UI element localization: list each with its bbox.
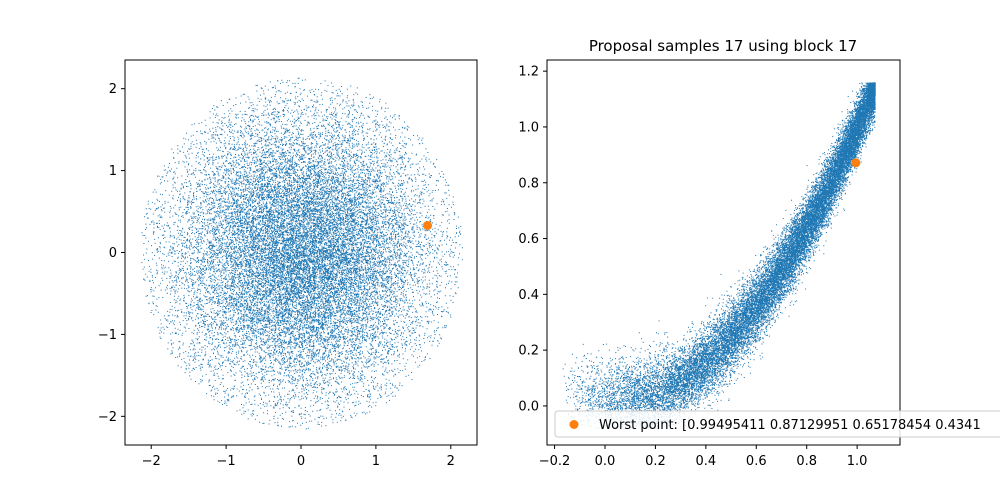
left-x-tick-label: −1 — [217, 454, 236, 469]
right-y-tick-label: 0.6 — [518, 232, 539, 247]
right-plot-legend: Worst point: [0.99495411 0.87129951 0.65… — [554, 410, 1000, 438]
legend-marker — [569, 420, 579, 429]
right-y-tick-label: 0.4 — [518, 288, 539, 303]
left-x-tick-label: 1 — [372, 454, 380, 469]
right-plot-title: Proposal samples 17 using block 17 — [589, 37, 857, 55]
left-y-tick-label: 2 — [109, 82, 117, 97]
right-x-tick-label: 0.2 — [645, 454, 666, 469]
left-x-tick-label: 0 — [297, 454, 305, 469]
left-x-tick-label: −2 — [142, 454, 161, 469]
left-highlight-point — [423, 220, 433, 230]
legend-box — [554, 410, 1000, 438]
right-y-tick-label: 0.0 — [518, 399, 539, 414]
left-sample-points — [141, 77, 463, 430]
right-x-axis-ticks: −0.2 0.0 0.2 0.4 0.6 0.8 1.0 — [539, 445, 868, 469]
left-y-tick-label: 1 — [109, 164, 117, 179]
right-plot: Proposal samples 17 using block 17 −0.2 0… — [518, 37, 1000, 469]
right-x-tick-label: 0.8 — [796, 454, 817, 469]
right-y-axis-ticks: 0.0 0.2 0.4 0.6 0.8 1.0 1.2 — [518, 65, 547, 414]
left-y-tick-label: −2 — [98, 410, 117, 425]
left-plot: −2 −1 0 1 2 −2 −1 0 1 2 — [98, 59, 478, 469]
left-y-axis-ticks: −2 −1 0 1 2 — [98, 82, 125, 425]
left-x-axis-ticks: −2 −1 0 1 2 — [142, 445, 455, 469]
right-x-tick-label: −0.2 — [539, 454, 571, 469]
right-highlight-point — [851, 158, 861, 168]
right-plot-frame — [546, 59, 901, 446]
left-y-tick-label: −1 — [98, 328, 117, 343]
right-y-tick-label: 1.2 — [518, 65, 539, 80]
right-x-tick-label: 1.0 — [847, 454, 868, 469]
right-x-tick-label: 0.6 — [746, 454, 767, 469]
left-y-tick-label: 0 — [109, 246, 117, 261]
left-x-tick-label: 2 — [447, 454, 455, 469]
left-sample-cloud — [141, 77, 463, 430]
right-y-tick-label: 0.2 — [518, 344, 539, 359]
right-x-tick-label: 0.4 — [696, 454, 717, 469]
right-sample-cloud — [562, 82, 876, 430]
right-y-tick-label: 0.8 — [518, 176, 539, 191]
right-y-tick-label: 1.0 — [518, 120, 539, 135]
right-sample-points — [562, 82, 876, 430]
right-x-tick-label: 0.0 — [595, 454, 616, 469]
legend-label: Worst point: [0.99495411 0.87129951 0.65… — [599, 418, 981, 433]
